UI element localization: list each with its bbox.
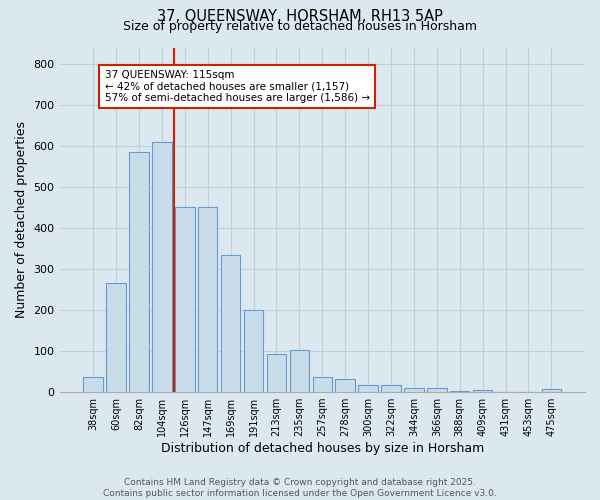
Text: Size of property relative to detached houses in Horsham: Size of property relative to detached ho… [123,20,477,33]
Y-axis label: Number of detached properties: Number of detached properties [15,122,28,318]
Bar [152,142,172,392]
Bar [427,388,446,392]
Bar [175,208,194,392]
X-axis label: Distribution of detached houses by size in Horsham: Distribution of detached houses by size … [161,442,484,455]
Bar [358,385,378,392]
Bar [381,385,401,392]
Bar [335,379,355,392]
Text: 37, QUEENSWAY, HORSHAM, RH13 5AP: 37, QUEENSWAY, HORSHAM, RH13 5AP [157,9,443,24]
Text: Contains HM Land Registry data © Crown copyright and database right 2025.
Contai: Contains HM Land Registry data © Crown c… [103,478,497,498]
Bar [542,389,561,392]
Bar [221,254,241,392]
Bar [267,354,286,392]
Bar [198,206,217,392]
Bar [129,152,149,392]
Bar [404,388,424,392]
Bar [106,282,126,392]
Text: 37 QUEENSWAY: 115sqm
← 42% of detached houses are smaller (1,157)
57% of semi-de: 37 QUEENSWAY: 115sqm ← 42% of detached h… [104,70,370,103]
Bar [313,377,332,392]
Bar [450,391,469,392]
Bar [473,390,493,392]
Bar [290,350,309,392]
Bar [83,377,103,392]
Bar [244,310,263,392]
